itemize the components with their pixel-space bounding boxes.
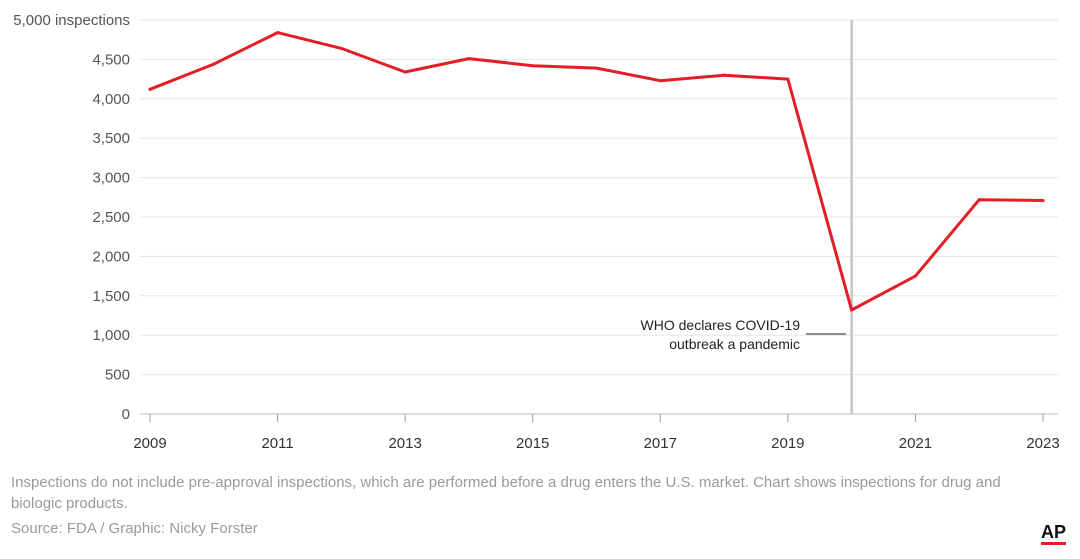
x-tick-label: 2017	[644, 435, 677, 452]
annotation-text: outbreak a pandemic	[669, 336, 800, 352]
series-group	[148, 31, 1045, 312]
data-point	[658, 79, 662, 83]
data-point	[913, 274, 917, 278]
data-point	[595, 66, 598, 70]
x-tick-label: 2023	[1026, 435, 1059, 452]
y-axis-ticks: 0 500 1,000 1,500 2,000 2,500 3,000 3,500 4,000 4…	[13, 12, 130, 423]
data-point	[212, 62, 216, 66]
data-point	[850, 308, 854, 312]
chart-source: Source: FDA / Graphic: Nicky Forster	[11, 520, 258, 537]
ap-logo: AP	[1040, 523, 1066, 545]
series-line	[148, 31, 1045, 312]
x-tick-label: 2021	[899, 435, 932, 452]
y-tick-label: 2,500	[92, 209, 130, 226]
data-point	[722, 73, 726, 77]
y-tick-label: 0	[122, 406, 130, 423]
data-point	[148, 87, 152, 91]
data-point	[1041, 198, 1045, 202]
y-tick-label: 1,500	[92, 288, 130, 305]
x-axis-ticks: 2009 2011 2013 2015 2017 2019 2021 2023	[133, 414, 1060, 452]
y-tick-label: 3,000	[92, 170, 130, 187]
covid-annotation: WHO declares COVID-19 outbreak a pandemic	[641, 20, 853, 414]
data-point	[531, 64, 535, 68]
chart-note: Inspections do not include pre-approval …	[11, 474, 1001, 512]
x-tick-label: 2019	[771, 435, 804, 452]
data-point	[339, 46, 343, 50]
line-chart: 0 500 1,000 1,500 2,000 2,500 3,000 3,500 4,000 4…	[13, 12, 1060, 452]
gridlines	[140, 19, 1058, 415]
data-point	[403, 70, 407, 74]
y-tick-label: 4,000	[92, 91, 130, 108]
y-tick-label: 500	[105, 367, 130, 384]
y-tick-label: 5,000 inspections	[13, 12, 130, 29]
x-tick-label: 2013	[388, 435, 421, 452]
data-point	[276, 31, 280, 35]
y-tick-label: 3,500	[92, 130, 130, 147]
annotation-text: WHO declares COVID-19	[641, 317, 801, 333]
data-point	[786, 77, 790, 81]
x-tick-label: 2015	[516, 435, 549, 452]
y-tick-label: 4,500	[92, 51, 130, 68]
data-point	[977, 198, 981, 202]
y-tick-label: 2,000	[92, 248, 130, 265]
x-tick-label: 2009	[133, 435, 166, 452]
data-point	[467, 57, 471, 61]
x-tick-label: 2011	[261, 435, 293, 452]
y-tick-label: 1,000	[92, 327, 130, 344]
